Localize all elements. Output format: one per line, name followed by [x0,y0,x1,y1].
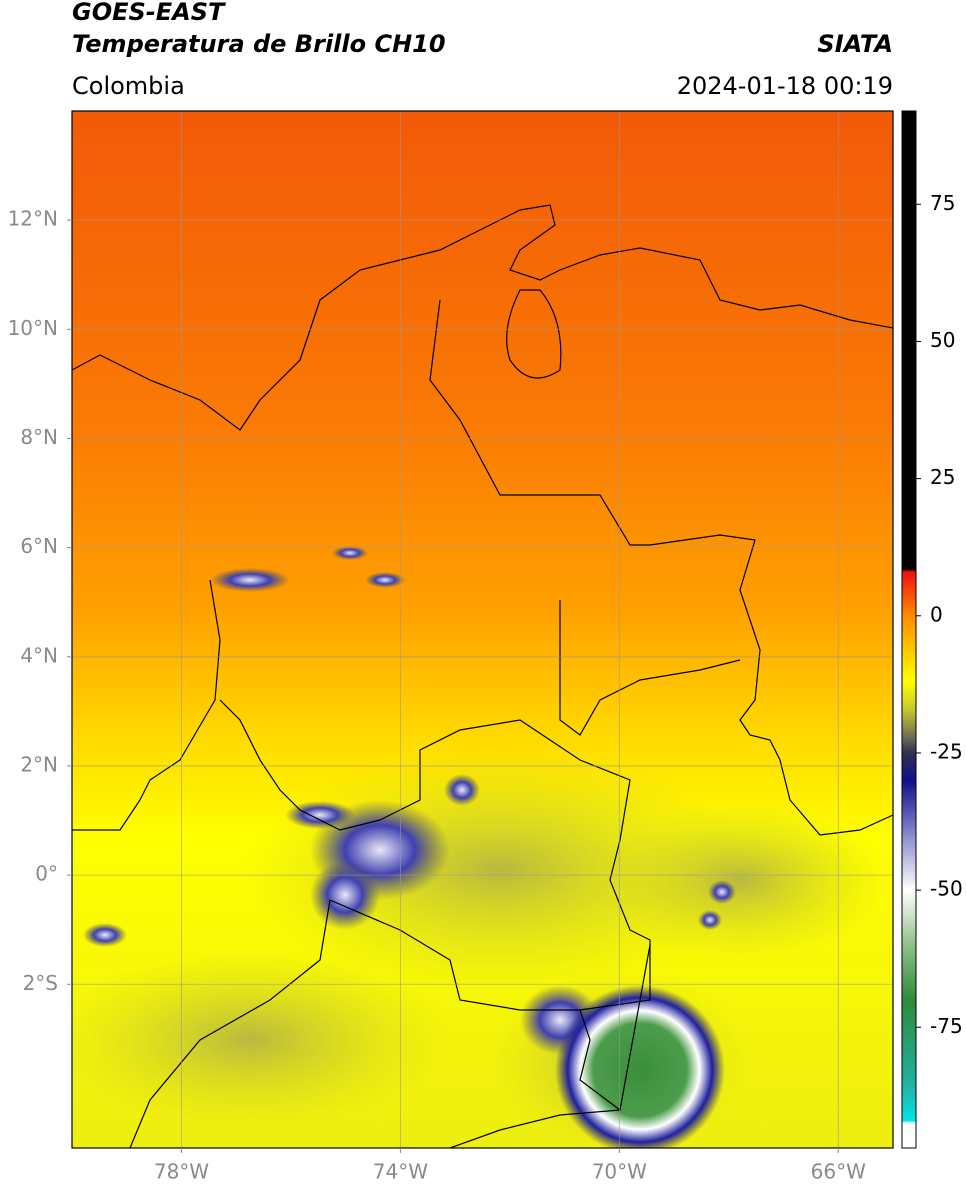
title: GOES-EAST [72,0,226,26]
y-tick-label: 4°N [20,643,58,667]
region: Colombia [72,72,185,100]
map-frame [71,110,894,1149]
source: SIATA [817,30,893,58]
datetime: 2024-01-18 00:19 [677,72,893,100]
colorbar [901,110,917,1149]
colorbar-tick-label: 25 [930,465,955,489]
colorbar-tick-label: -50 [930,877,963,901]
y-tick-label: 12°N [8,207,58,231]
map-image [72,111,893,1148]
y-tick-label: 0° [35,862,58,886]
colorbar-tick-label: 50 [930,328,955,352]
y-tick-label: 6°N [20,534,58,558]
colorbar-tick-label: 0 [930,602,943,626]
x-tick-label: 70°W [592,1160,647,1184]
y-tick-label: 2°N [20,752,58,776]
x-tick-label: 66°W [811,1160,866,1184]
subtitle: Temperatura de Brillo CH10 [72,30,446,58]
colorbar-tick-label: 75 [930,191,955,215]
colorbar-tick-label: -25 [930,739,963,763]
y-tick-label: 2°S [23,971,58,995]
y-tick-label: 10°N [8,316,58,340]
y-tick-label: 8°N [20,425,58,449]
colorbar-tick-label: -75 [930,1014,963,1038]
x-tick-label: 74°W [373,1160,428,1184]
x-tick-label: 78°W [154,1160,209,1184]
